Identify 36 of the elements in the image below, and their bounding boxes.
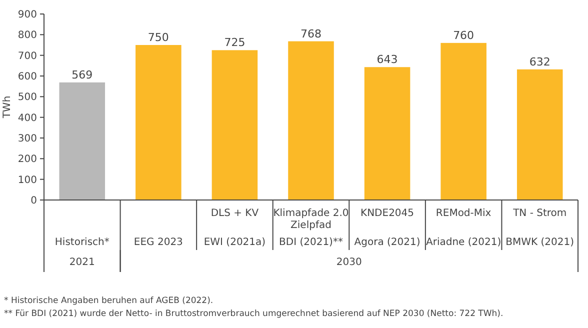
data-label: 569 [72,68,93,82]
bar [364,67,410,200]
y-tick-label: 900 [18,10,37,20]
text: 2021 [69,257,95,268]
y-tick-label: 500 [18,92,37,104]
y-tick-label: 400 [18,112,37,124]
y-tick-label: 200 [18,154,37,166]
data-label: 750 [148,31,169,44]
x-tick-label: Klimapfade 2.0 Zielpfad BDI (2021)** [273,208,349,248]
y-tick-label: 800 [18,30,37,42]
text: ** Für BDI (2021) wurde der Netto- in Bruttostromverbrauch umgerechnet basierend auf NEP 2030 (Netto: 722 TWh). [4,309,504,319]
x-tick-label: EEG 2023 [134,237,183,248]
y-tick-label: 300 [18,134,37,144]
y-tick-label: 700 [18,50,37,62]
data-label: 760 [453,28,474,42]
x-tick-label: Historisch* [54,237,110,248]
text: * Historische Angaben beruhen auf AGEB (2022). [4,296,214,306]
y-tick-label: 100 [18,174,37,186]
bar [440,42,486,200]
data-label: 632 [529,55,550,68]
category-label: KNDE2045 Agora (2021) [354,208,420,248]
category-label: TN - Strom BMWK (2021) [506,208,574,248]
category-label: REMod-Mix Ariadne (2021) [426,208,502,248]
y-axis-title: TWh [2,96,13,120]
bar [516,69,563,200]
bar [288,41,334,200]
bar [59,82,106,200]
bar [212,50,258,200]
y-tick-label: 600 [18,72,37,82]
text: 2030 [336,257,362,268]
data-label: 725 [224,36,246,50]
category-label: DLS + KV EWI (2021a) [204,208,266,248]
data-label: 768 [300,27,322,40]
data-label: 643 [376,53,398,66]
bar [136,45,182,200]
y-tick-label: 0 [30,196,37,206]
